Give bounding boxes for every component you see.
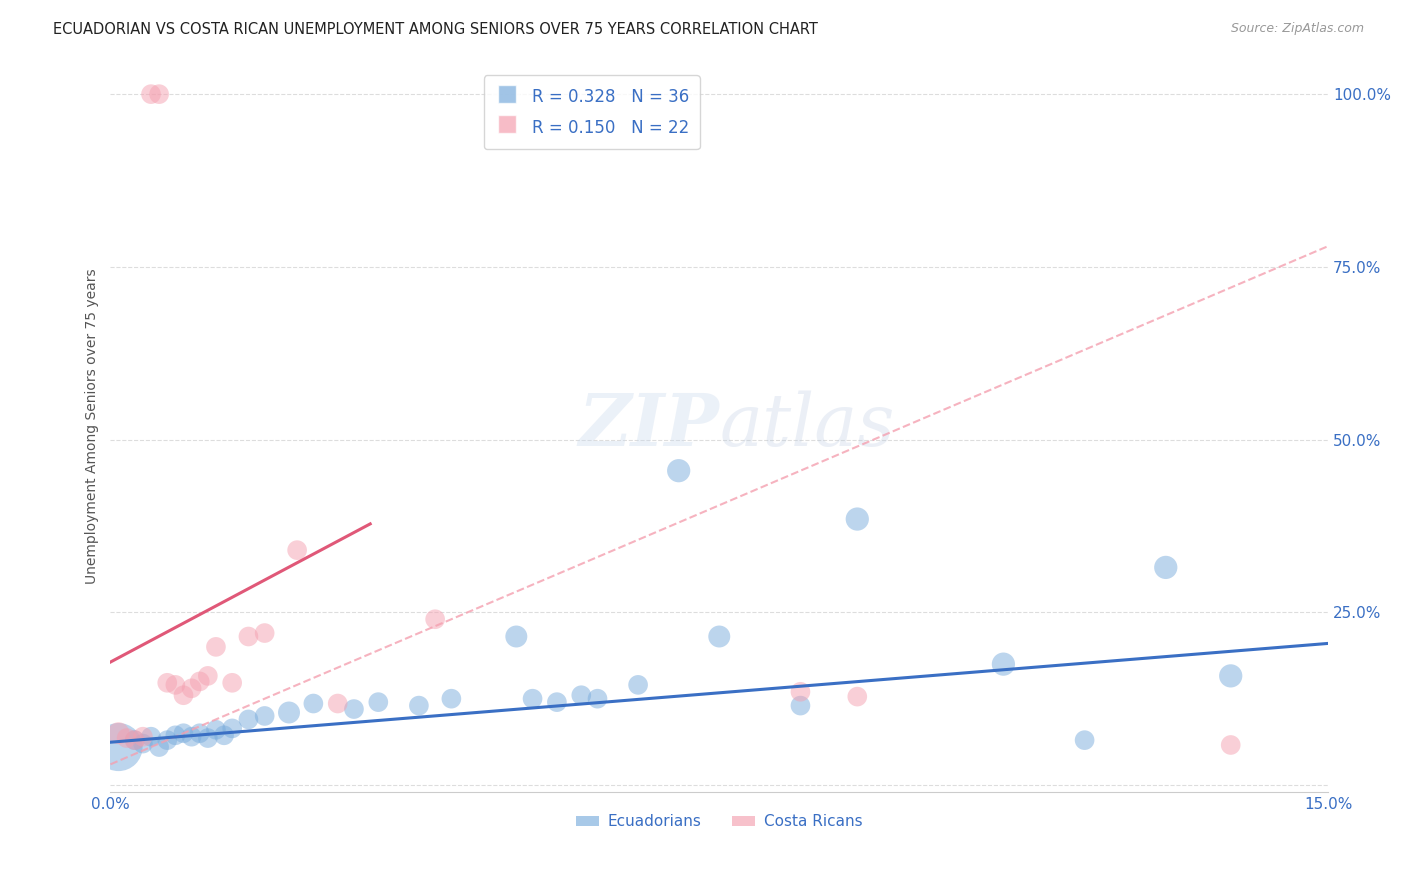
Point <box>165 728 187 742</box>
Point <box>238 630 260 644</box>
Point <box>253 626 276 640</box>
Point <box>440 691 463 706</box>
Point <box>522 691 544 706</box>
Point <box>107 726 129 740</box>
Point <box>107 740 129 755</box>
Point <box>789 698 811 713</box>
Point <box>1219 669 1241 683</box>
Text: ECUADORIAN VS COSTA RICAN UNEMPLOYMENT AMONG SENIORS OVER 75 YEARS CORRELATION C: ECUADORIAN VS COSTA RICAN UNEMPLOYMENT A… <box>53 22 818 37</box>
Point <box>172 726 194 740</box>
Point <box>124 733 146 747</box>
Point <box>546 695 568 709</box>
Point <box>205 723 228 737</box>
Point <box>668 464 690 478</box>
Text: atlas: atlas <box>720 391 894 461</box>
Point <box>156 733 179 747</box>
Point <box>238 713 260 727</box>
Point <box>197 731 219 745</box>
Point <box>253 709 276 723</box>
Point <box>132 737 155 751</box>
Point <box>180 681 202 696</box>
Point <box>367 695 389 709</box>
Point <box>156 675 179 690</box>
Point <box>172 688 194 702</box>
Point <box>205 640 228 654</box>
Point <box>188 674 211 689</box>
Point <box>148 740 170 755</box>
Point <box>221 722 243 736</box>
Point <box>165 678 187 692</box>
Point <box>709 630 731 644</box>
Point <box>569 688 592 702</box>
Point <box>993 657 1015 672</box>
Point <box>132 730 155 744</box>
Legend: Ecuadorians, Costa Ricans: Ecuadorians, Costa Ricans <box>569 808 869 836</box>
Point <box>148 87 170 102</box>
Point <box>139 87 162 102</box>
Point <box>846 512 869 526</box>
Point <box>302 697 325 711</box>
Point <box>139 730 162 744</box>
Point <box>197 669 219 683</box>
Point <box>278 706 301 720</box>
Point <box>505 630 527 644</box>
Point <box>423 612 446 626</box>
Point <box>221 675 243 690</box>
Point <box>586 691 609 706</box>
Point <box>1154 560 1177 574</box>
Point <box>627 678 650 692</box>
Text: Source: ZipAtlas.com: Source: ZipAtlas.com <box>1230 22 1364 36</box>
Point <box>326 697 349 711</box>
Point <box>846 690 869 704</box>
Point <box>408 698 430 713</box>
Point <box>115 731 138 745</box>
Y-axis label: Unemployment Among Seniors over 75 years: Unemployment Among Seniors over 75 years <box>86 268 100 583</box>
Point <box>1219 738 1241 752</box>
Point <box>124 733 146 747</box>
Point <box>212 728 235 742</box>
Point <box>285 543 308 558</box>
Point <box>343 702 366 716</box>
Point <box>1073 733 1095 747</box>
Point <box>188 726 211 740</box>
Point <box>789 685 811 699</box>
Text: ZIP: ZIP <box>578 391 720 461</box>
Point <box>180 730 202 744</box>
